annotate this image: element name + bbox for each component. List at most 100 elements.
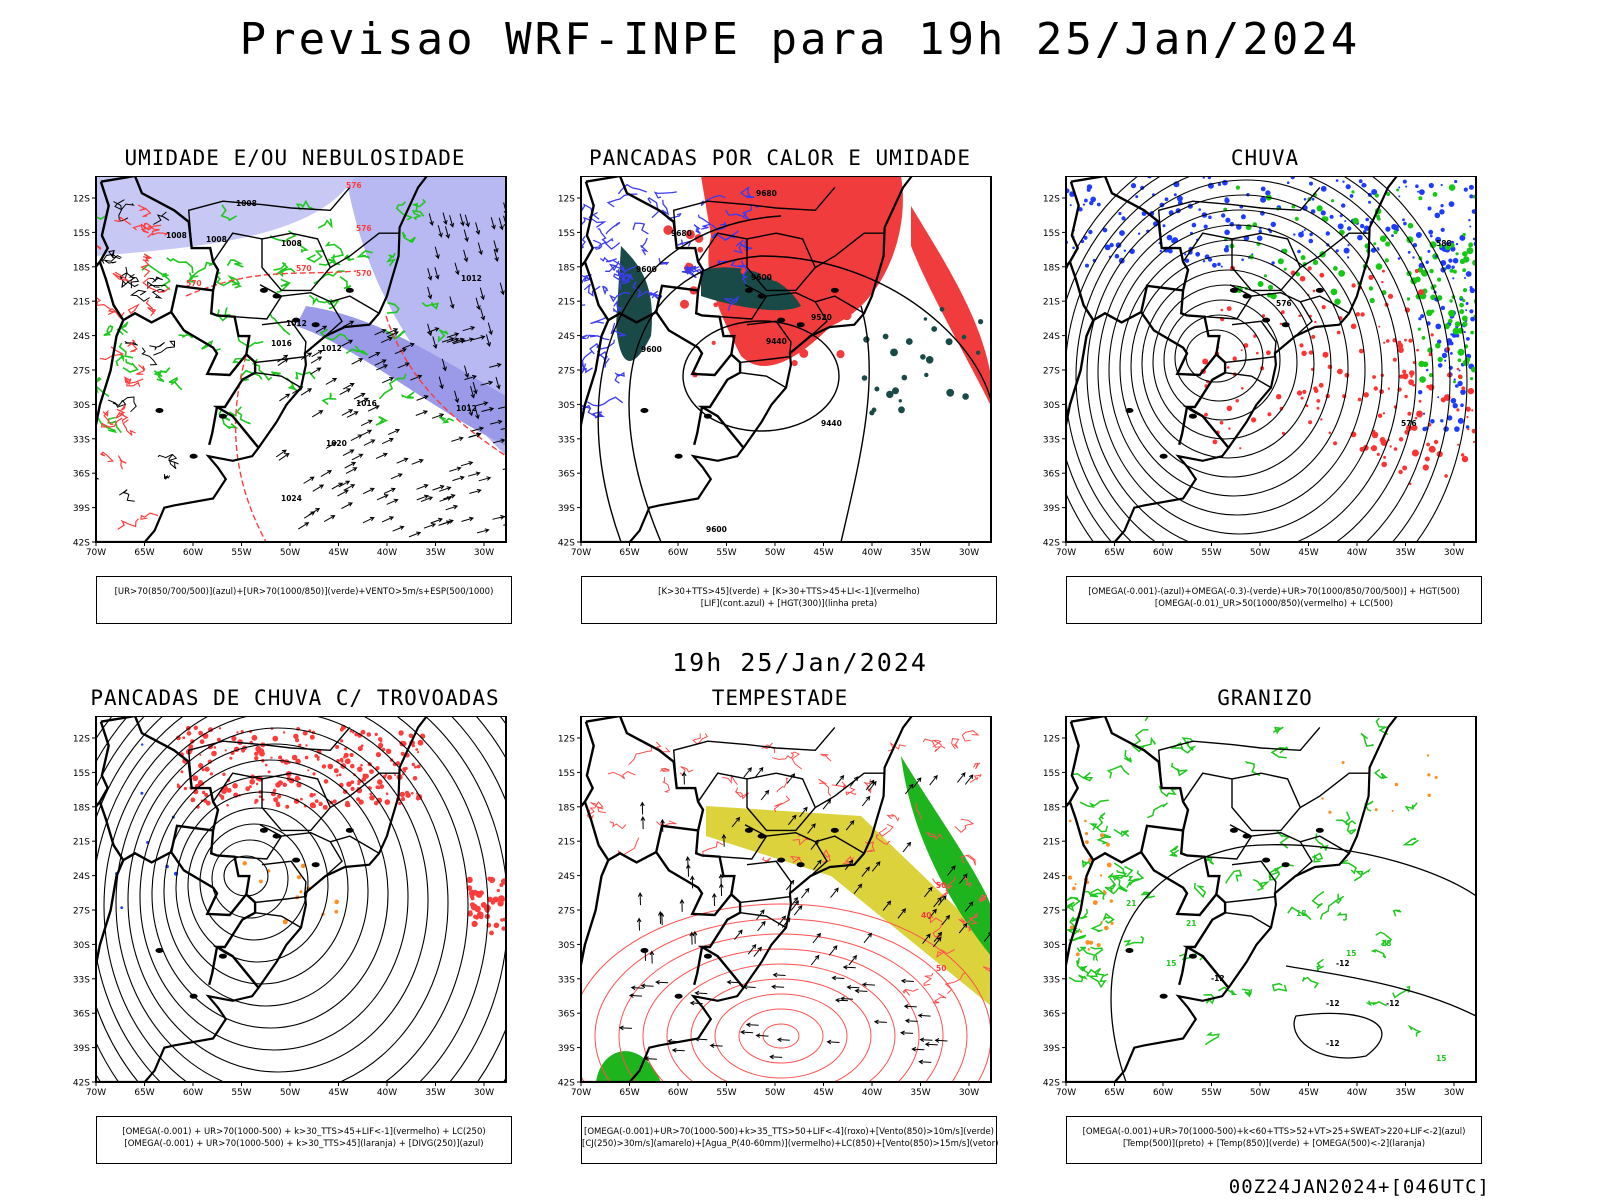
humidity-low-contour [378,373,407,400]
rain-blue-cell [1407,250,1411,254]
wind-vector [416,395,429,401]
country-border [581,261,586,269]
valid-time-label: 19h 25/Jan/2024 [672,648,928,677]
thunderstorm-cell [333,768,339,774]
thunderstorm-cell [478,914,484,920]
rain-blue-cell [1129,248,1135,255]
lat-tick-label: 15S [558,229,575,239]
wind-vector [298,522,310,530]
state-border [697,232,748,263]
wind-vector [919,1037,933,1043]
state-border [234,824,283,860]
thunderstorm-cell [369,795,375,801]
rain-red-cell [1387,293,1394,299]
thunderstorm-cell [385,748,392,754]
omega-cell [1072,886,1076,891]
rain-blue-cell [1489,211,1491,213]
thickness-contour [117,455,127,470]
wind-vector [381,516,395,523]
wind-vector [630,985,644,991]
instability-area [911,206,991,406]
rain-green-cell [1283,267,1287,271]
omega-cell [1068,819,1072,823]
rain-red-cell [1422,464,1429,471]
contour-label: 21 [1186,919,1196,928]
lake [1229,827,1238,833]
lifted-index-contour [697,214,712,230]
rain-red-cell [1461,455,1469,463]
country-border [585,716,744,988]
lat-tick-label: 12S [558,735,575,745]
country-border [1178,406,1189,446]
rain-blue-cell [1223,247,1229,253]
rain-blue-cell [1441,352,1448,359]
thunderstorm-cell [334,909,339,914]
streamline [773,795,791,813]
wind-vector [958,922,968,934]
rain-blue-cell [1162,224,1166,228]
rain-blue-cell [1398,195,1401,198]
lat-tick-label: 36S [73,470,90,480]
pressure-contour [104,254,122,264]
omega-cell [1069,925,1074,930]
lifted-index-contour [605,221,621,235]
rain-red-cell [1418,289,1424,295]
rain-red-cell [1212,439,1218,445]
lon-tick-label: 70W [86,548,106,558]
streamline [127,727,429,1073]
country-border [1068,181,1184,324]
state-border [212,232,263,263]
rain-red-cell [1456,408,1460,412]
wind-vector [478,476,492,482]
streamline [1152,284,1298,440]
rain-blue-cell [1085,263,1089,268]
wind-vector [807,823,816,834]
wind-vector [396,457,409,464]
wind-vector [451,436,464,442]
thunderstorm-cell [276,803,281,808]
rain-blue-cell [1286,181,1290,184]
wind-850-area [901,756,991,956]
rain-green-cell [1462,232,1466,237]
wind-vector [776,1037,790,1043]
lat-tick-label: 39S [1043,504,1060,514]
rain-blue-cell [1434,212,1441,219]
rain-red-cell [1424,456,1430,462]
wind-vector [485,334,491,348]
rain-blue-cell [1084,198,1088,203]
country-border [170,311,248,377]
rain-red-cell [1308,420,1313,425]
rain-blue-cell [1477,218,1481,222]
wind-vector [471,426,485,432]
wind-vector [346,411,359,418]
lifted-index-contour [581,404,601,418]
rain-blue-cell [1271,261,1275,265]
wind-vector [416,484,429,490]
temperature-850-contour [1407,1024,1422,1037]
wind-vector [339,388,352,396]
thunderstorm-cell [487,896,493,903]
thunderstorm-cell [205,800,211,806]
lat-tick-label: 36S [1043,470,1060,480]
rain-green-cell [1468,243,1473,248]
rain-red-cell [1302,389,1307,394]
state-border [255,372,302,389]
wind-vector [681,771,687,785]
omega-cell [1427,793,1431,797]
thunderstorm-cell [411,792,414,795]
rain-red-cell [1328,431,1332,435]
lat-tick-label: 42S [1043,1079,1060,1089]
wind-vector [376,494,389,501]
rain-red-cell [1337,368,1343,375]
lon-tick-label: 45W [813,1088,833,1098]
rain-red-cell [1321,305,1326,310]
thunderstorm-cell [360,763,363,767]
thunderstorm-cell [186,731,192,736]
rain-green-cell [1432,284,1437,288]
rain-red-cell [1410,375,1413,378]
thunderstorm-cell [190,797,196,803]
rain-blue-cell [1469,194,1474,199]
rain-green-cell [1437,356,1443,363]
wind-vector [671,1047,685,1053]
rain-green-cell [1462,268,1467,273]
